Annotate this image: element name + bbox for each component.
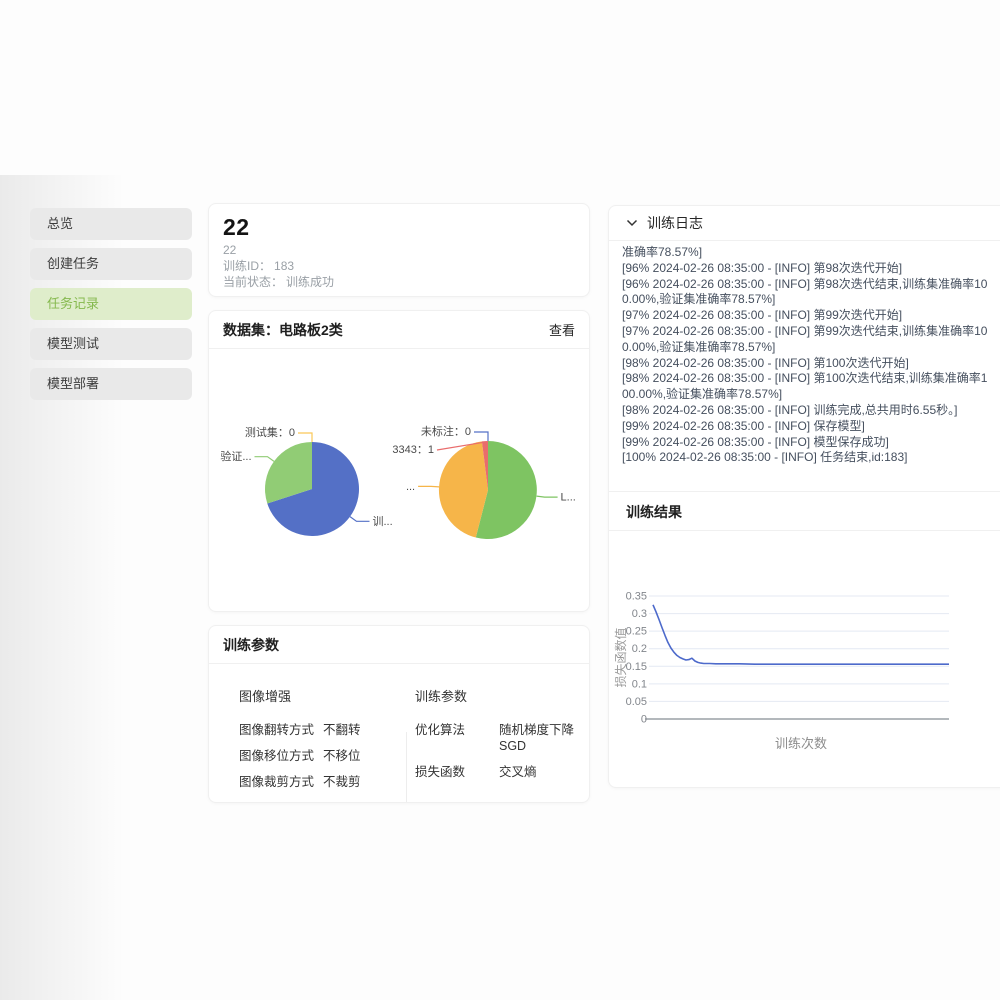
log-line: [96% 2024-02-26 08:35:00 - [INFO] 第98次迭代… [622,276,988,307]
param-groups: 图像增强 图像翻转方式 不翻转 图像移位方式 不移位 图像裁剪方式 不裁剪 训练参数 优化算法随… [209,664,589,802]
log-line: [98% 2024-02-26 08:35:00 - [INFO] 训练完成,总… [622,402,958,417]
param-group-title: 训练参数 [415,689,468,704]
sidebar-item[interactable]: 模型部署 [30,368,192,400]
vertical-divider [406,732,407,802]
dataset-card-header: 数据集：电路板2类 查看 [209,311,589,349]
pie-slice-label: 3343：1 [392,444,434,456]
sidebar: 总览创建任务任务记录模型测试模型部署 [30,208,192,408]
svg-text:0.25: 0.25 [626,626,647,638]
pie-slice-label: ... [406,481,415,493]
params-card-header: 训练参数 [209,626,589,664]
param-label: 图像翻转方式 [239,723,315,737]
status-value: 训练成功 [286,275,335,289]
pie-slice-label: 训... [372,515,392,528]
pie-slice-label: L... [561,492,576,504]
y-axis-label: 损失函数值 [613,627,628,687]
dataset-pie-charts: 训... 验证... 测试集：0 L...... 3343：1 未标注：0 [220,424,576,539]
log-line: [98% 2024-02-26 08:35:00 - [INFO] 第100次迭… [622,355,909,370]
pie-slice-label: 验证... [220,449,251,463]
param-row: 损失函数 交叉熵 [415,764,589,780]
pie-slice-label: 未标注：0 [421,424,471,438]
param-row: 优化算法 随机梯度下降 SGD [415,722,589,754]
log-line: [100% 2024-02-26 08:35:00 - [INFO] 任务结束,… [622,450,908,465]
pie-slice-label: 测试集：0 [245,425,295,439]
svg-text:0.15: 0.15 [626,661,647,673]
x-axis-label: 训练次数 [775,736,827,751]
task-overview-card: 22 22 训练ID： 183 当前状态： 训练成功 [208,203,590,297]
sidebar-item[interactable]: 总览 [30,208,192,240]
log-line: [99% 2024-02-26 08:35:00 - [INFO] 模型保存成功… [622,434,889,449]
param-value: 不移位 [323,749,361,763]
log-line: [97% 2024-02-26 08:35:00 - [INFO] 第99次迭代… [622,323,988,354]
svg-text:0.1: 0.1 [632,678,647,690]
param-value: 不翻转 [323,723,361,737]
param-group: 训练参数优化算法 随机梯度下降 SGD 损失函数 交叉熵 [415,686,589,800]
chevron-down-icon [626,219,638,227]
param-label: 优化算法 [415,723,466,737]
results-header: 训练结果 [609,491,1000,531]
log-title: 训练日志 [647,215,703,231]
param-group-title: 图像增强 [239,689,292,704]
param-label: 损失函数 [415,765,466,779]
log-line: [98% 2024-02-26 08:35:00 - [INFO] 第100次迭… [622,371,988,402]
svg-text:0.2: 0.2 [632,643,647,655]
training-id-row: 训练ID： 183 [223,259,295,273]
log-line: 准确率78.57%] [622,245,703,259]
status-row: 当前状态： 训练成功 [223,275,335,289]
training-params-card: 训练参数 图像增强 图像翻转方式 不翻转 图像移位方式 不移位 图像裁剪方式 不裁剪 训练参数… [208,625,590,803]
param-label: 图像裁剪方式 [239,775,315,789]
sidebar-item[interactable]: 模型测试 [30,328,192,360]
svg-text:0.3: 0.3 [632,608,647,620]
param-label: 图像移位方式 [239,749,315,763]
sidebar-item[interactable]: 创建任务 [30,248,192,280]
svg-text:0.05: 0.05 [626,696,647,708]
param-value: 随机梯度下降 SGD [499,723,575,753]
sidebar-item[interactable]: 任务记录 [30,288,192,320]
log-body[interactable]: 准确率78.57%] [96% 2024-02-26 08:35:00 - [IN… [609,244,1000,490]
dataset-title: 数据集：电路板2类 [223,321,343,338]
param-row: 图像翻转方式 不翻转 [239,722,415,738]
log-header[interactable]: 训练日志 [609,206,1000,241]
params-title: 训练参数 [223,636,279,653]
param-row: 图像移位方式 不移位 [239,748,415,764]
dataset-card: 数据集：电路板2类 查看 训... 验证... 测试集：0 L...... 3343：1… [208,310,590,612]
param-value: 交叉熵 [499,765,537,779]
task-name: 22 [223,243,237,257]
param-value: 不裁剪 [323,775,361,789]
log-line: [96% 2024-02-26 08:35:00 - [INFO] 第98次迭代… [622,260,903,275]
task-title: 22 [223,214,250,240]
svg-text:0: 0 [641,714,647,726]
log-line: [99% 2024-02-26 08:35:00 - [INFO] 保存模型] [622,418,865,433]
view-button[interactable]: 查看 [549,320,575,339]
log-line: [97% 2024-02-26 08:35:00 - [INFO] 第99次迭代… [622,308,903,323]
svg-text:0.35: 0.35 [626,591,647,603]
log-results-panel: 训练日志 准确率78.57%] [96% 2024-02-26 08:35:00 … [608,205,1000,788]
results-title: 训练结果 [626,504,682,520]
param-group: 图像增强 图像翻转方式 不翻转 图像移位方式 不移位 图像裁剪方式 不裁剪 [239,686,415,800]
param-row: 图像裁剪方式 不裁剪 [239,774,415,790]
